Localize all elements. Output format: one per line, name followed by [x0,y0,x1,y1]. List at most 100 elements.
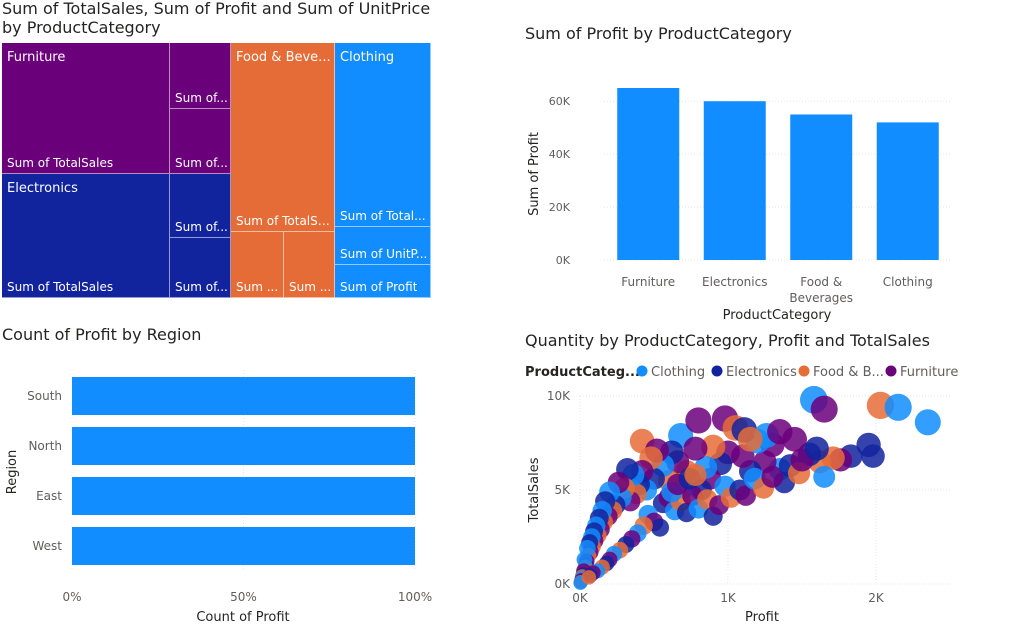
y-tick-label: 10K [547,389,571,403]
treemap-category-label: Furniture [7,50,66,65]
region-chart-title: Count of Profit by Region [2,325,202,344]
bar-south[interactable] [72,377,415,415]
y-tick-label: North [28,439,62,453]
y-tick-label: 20K [549,201,571,214]
treemap-cell-clothing-totalsales[interactable]: Clothing Sum of Total... [335,43,431,227]
x-tick-label: 2K [868,591,885,605]
scatter-point[interactable] [737,426,763,452]
treemap-measure-label: Sum of UnitP... [340,247,428,261]
treemap-visual[interactable]: Sum of TotalSales, Sum of Profit and Sum… [0,0,440,300]
scatter-chart[interactable]: Quantity by ProductCategory, Profit and … [520,330,975,635]
treemap-cell-electronics-totalsales[interactable]: Electronics Sum of TotalSales [2,174,170,298]
legend-entry[interactable]: Clothing [651,365,705,380]
legend-title: ProductCateg... [525,365,640,380]
scatter-chart-title: Quantity by ProductCategory, Profit and … [525,331,930,350]
scatter-point[interactable] [683,436,708,461]
y-tick-label: 60K [549,95,571,108]
treemap-category-label: Electronics [7,181,78,196]
legend-entry[interactable]: Food & B... [813,365,884,380]
bar-west[interactable] [72,527,415,565]
treemap-measure-label: Sum ... [289,280,332,294]
treemap-cell-food-measure[interactable]: Sum ... [231,232,284,298]
treemap-measure-label: Sum of TotalSales [7,280,114,294]
treemap-cell-electronics-measure[interactable]: Sum of... [170,238,231,298]
legend-entry[interactable]: Electronics [726,365,797,380]
treemap-category-label: Food & Beve... [236,50,331,65]
legend-entry[interactable]: Furniture [900,365,958,380]
treemap-cell-clothing-measure[interactable]: Sum of Profit [335,265,431,298]
scatter-point[interactable] [804,436,829,461]
y-axis-title: Sum of Profit [527,132,542,216]
scatter-point[interactable] [650,518,670,537]
x-tick-label: 50% [230,590,257,604]
treemap-cell-food-measure[interactable]: Sum ... [284,232,335,298]
y-axis-title: TotalSales [527,457,542,523]
scatter-point[interactable] [767,419,793,445]
scatter-point[interactable] [810,395,838,423]
treemap-cell-furniture-totalsales[interactable]: Furniture Sum of TotalSales [2,43,170,174]
treemap-measure-label: Sum of Profit [340,280,418,294]
x-tick-label: Clothing [883,275,933,289]
scatter-point[interactable] [861,444,885,468]
scatter-point[interactable] [735,485,757,506]
x-tick-label: 1K [720,591,737,605]
treemap-category-label: Clothing [340,50,395,65]
y-tick-label: South [27,389,62,403]
scatter-point[interactable] [581,570,597,585]
treemap-measure-label: Sum of TotalSa... [236,214,332,228]
treemap-cell-furniture-measure[interactable]: Sum of... [170,109,231,174]
treemap-measure-label: Sum of... [175,91,228,105]
region-bar-chart[interactable]: Count of Profit by Region 0% 50% 100% South… [0,322,450,632]
legend-marker[interactable] [711,365,723,377]
scatter-point[interactable] [884,393,912,421]
scatter-point[interactable] [761,465,784,488]
legend-marker[interactable] [636,365,648,377]
scatter-point[interactable] [813,465,836,488]
y-tick-label: 40K [549,148,571,161]
legend-marker[interactable] [885,365,897,377]
x-tick-label: Electronics [702,275,767,289]
region-bar-chart-svg: 0% 50% 100% South North East West Count of Prof… [5,370,432,625]
profit-bar-chart-svg: 0K 20K 40K 60K Furniture Electronics Food & Bev… [527,88,950,323]
treemap-cell-furniture-measure[interactable]: Sum of... [170,43,231,109]
bar-north[interactable] [72,427,415,465]
treemap-measure-label: Sum of... [175,280,228,294]
x-tick-label: Furniture [621,275,675,289]
bar-electronics[interactable] [703,101,766,260]
treemap-measure-label: Sum ... [236,280,279,294]
treemap-measure-label: Sum of... [175,220,228,234]
treemap-measure-label: Sum of... [175,156,228,170]
bar-east[interactable] [72,477,415,515]
bar-furniture[interactable] [617,88,680,260]
x-axis-title: ProductCategory [723,308,832,323]
treemap-cell-clothing-measure[interactable]: Sum of UnitP... [335,227,431,265]
x-tick-label: 100% [398,590,432,604]
treemap-cell-food-totalsales[interactable]: Food & Beve... Sum of TotalSa... [231,43,335,232]
y-tick-label: 5K [554,483,571,497]
scatter-point[interactable] [701,434,726,459]
y-tick-label: West [32,539,62,553]
scatter-point[interactable] [685,407,712,434]
profit-bar-chart[interactable]: Sum of Profit by ProductCategory 0K 20K 40… [520,20,960,325]
scatter-chart-svg: 0K 5K 10K 0K 1K 2K ProductCateg... Clothing Elec… [525,365,958,625]
bar-clothing[interactable] [876,122,939,261]
x-tick-label: Food & [800,275,842,289]
treemap-measure-label: Sum of Total... [340,209,426,223]
y-tick-label: East [36,489,62,503]
y-tick-label: 0K [556,254,571,267]
y-tick-label: 0K [554,577,571,591]
treemap-cell-electronics-measure[interactable]: Sum of... [170,174,231,238]
bar-food-beverages[interactable] [790,114,853,260]
x-tick-label: 0K [572,591,589,605]
treemap-title-line1: Sum of TotalSales, Sum of Profit and Sum… [2,0,431,18]
x-tick-label: 0% [62,590,81,604]
x-tick-label: Beverages [789,291,853,305]
profit-chart-title: Sum of Profit by ProductCategory [525,24,792,43]
x-axis-title: Profit [745,610,779,625]
y-axis-title: Region [5,450,20,495]
legend-marker[interactable] [798,365,810,377]
treemap-measure-label: Sum of TotalSales [7,156,114,170]
scatter-point[interactable] [914,409,941,436]
scatter-point[interactable] [684,463,707,487]
scatter-point[interactable] [576,551,593,568]
